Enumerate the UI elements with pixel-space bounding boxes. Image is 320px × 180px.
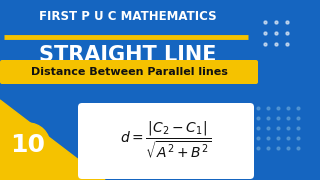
Text: Distance Between Parallel lines: Distance Between Parallel lines bbox=[31, 67, 228, 77]
Text: 10: 10 bbox=[11, 133, 45, 157]
Text: STRAIGHT LINE: STRAIGHT LINE bbox=[39, 45, 217, 65]
Text: FIRST P U C MATHEMATICS: FIRST P U C MATHEMATICS bbox=[39, 10, 217, 24]
Polygon shape bbox=[0, 100, 105, 180]
Circle shape bbox=[6, 123, 50, 167]
FancyBboxPatch shape bbox=[78, 103, 254, 179]
FancyBboxPatch shape bbox=[0, 60, 258, 84]
Text: $d = \dfrac{|C_2 - C_1|}{\sqrt{A^2 + B^2}}$: $d = \dfrac{|C_2 - C_1|}{\sqrt{A^2 + B^2… bbox=[120, 120, 212, 160]
